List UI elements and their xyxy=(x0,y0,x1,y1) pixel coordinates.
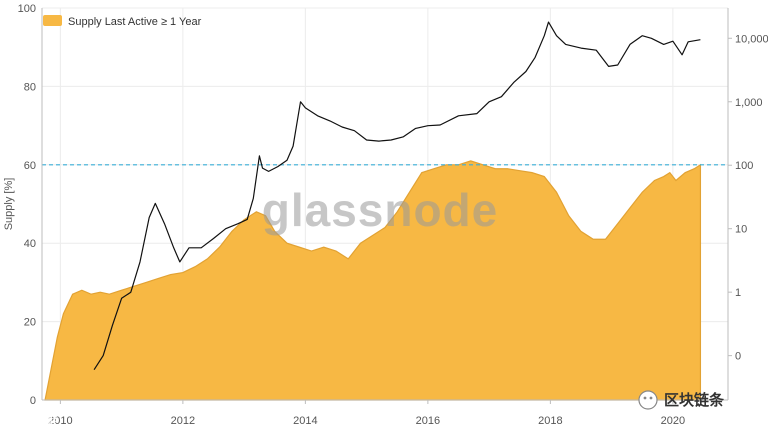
corner-text: 六都坐联 xyxy=(18,416,58,428)
x-tick-label: 2016 xyxy=(416,415,440,427)
x-tick-label: 2012 xyxy=(171,415,195,427)
y-tick-label: 40 xyxy=(24,238,36,250)
corner-watermark: 六都坐联 xyxy=(5,416,58,428)
legend-label: Supply Last Active ≥ 1 Year xyxy=(68,16,202,28)
x-tick-label: 2020 xyxy=(661,415,685,427)
chat-icon-dot xyxy=(643,396,647,400)
x-tick-label: 2010 xyxy=(48,415,72,427)
y2-tick-label: 1 xyxy=(735,287,741,299)
badge: 区块链条 xyxy=(638,390,725,410)
supply-area xyxy=(44,160,702,401)
y-tick-label: 100 xyxy=(18,3,36,15)
y2-tick-label: 10,000 xyxy=(735,33,768,45)
badge-text: 区块链条 xyxy=(664,391,725,409)
legend: Supply Last Active ≥ 1 Year xyxy=(43,15,202,28)
x-tick-labels: 2010 2012 2014 2016 2018 2020 xyxy=(48,400,685,427)
y2-tick-label: 1,000 xyxy=(735,97,763,109)
price-line-layer xyxy=(93,21,701,371)
y2-tick-label: 10 xyxy=(735,224,747,236)
y2-tick-labels: 0 1 10 100 1,000 10,000 xyxy=(728,33,768,363)
axes xyxy=(41,8,729,401)
x-tick-label: 2018 xyxy=(538,415,562,427)
y2-tick-label: 0 xyxy=(735,351,741,363)
chat-icon-dot xyxy=(649,396,653,400)
supply-area-layer xyxy=(44,160,702,401)
chat-icon xyxy=(638,390,658,410)
y-tick-label: 0 xyxy=(30,395,36,407)
x-tick-label: 2014 xyxy=(293,415,317,427)
y-tick-label: 20 xyxy=(24,317,36,329)
btc-price-line xyxy=(93,21,701,371)
corner-icon xyxy=(5,416,15,426)
y-tick-label: 80 xyxy=(24,81,36,93)
legend-swatch xyxy=(43,15,62,26)
y-axis-title: Supply [%] xyxy=(3,178,15,231)
watermark-logo: glassnode xyxy=(262,184,499,236)
y-tick-label: 60 xyxy=(24,160,36,172)
y2-tick-label: 100 xyxy=(735,160,753,172)
y-tick-labels: 0 20 40 60 80 100 xyxy=(18,3,36,407)
